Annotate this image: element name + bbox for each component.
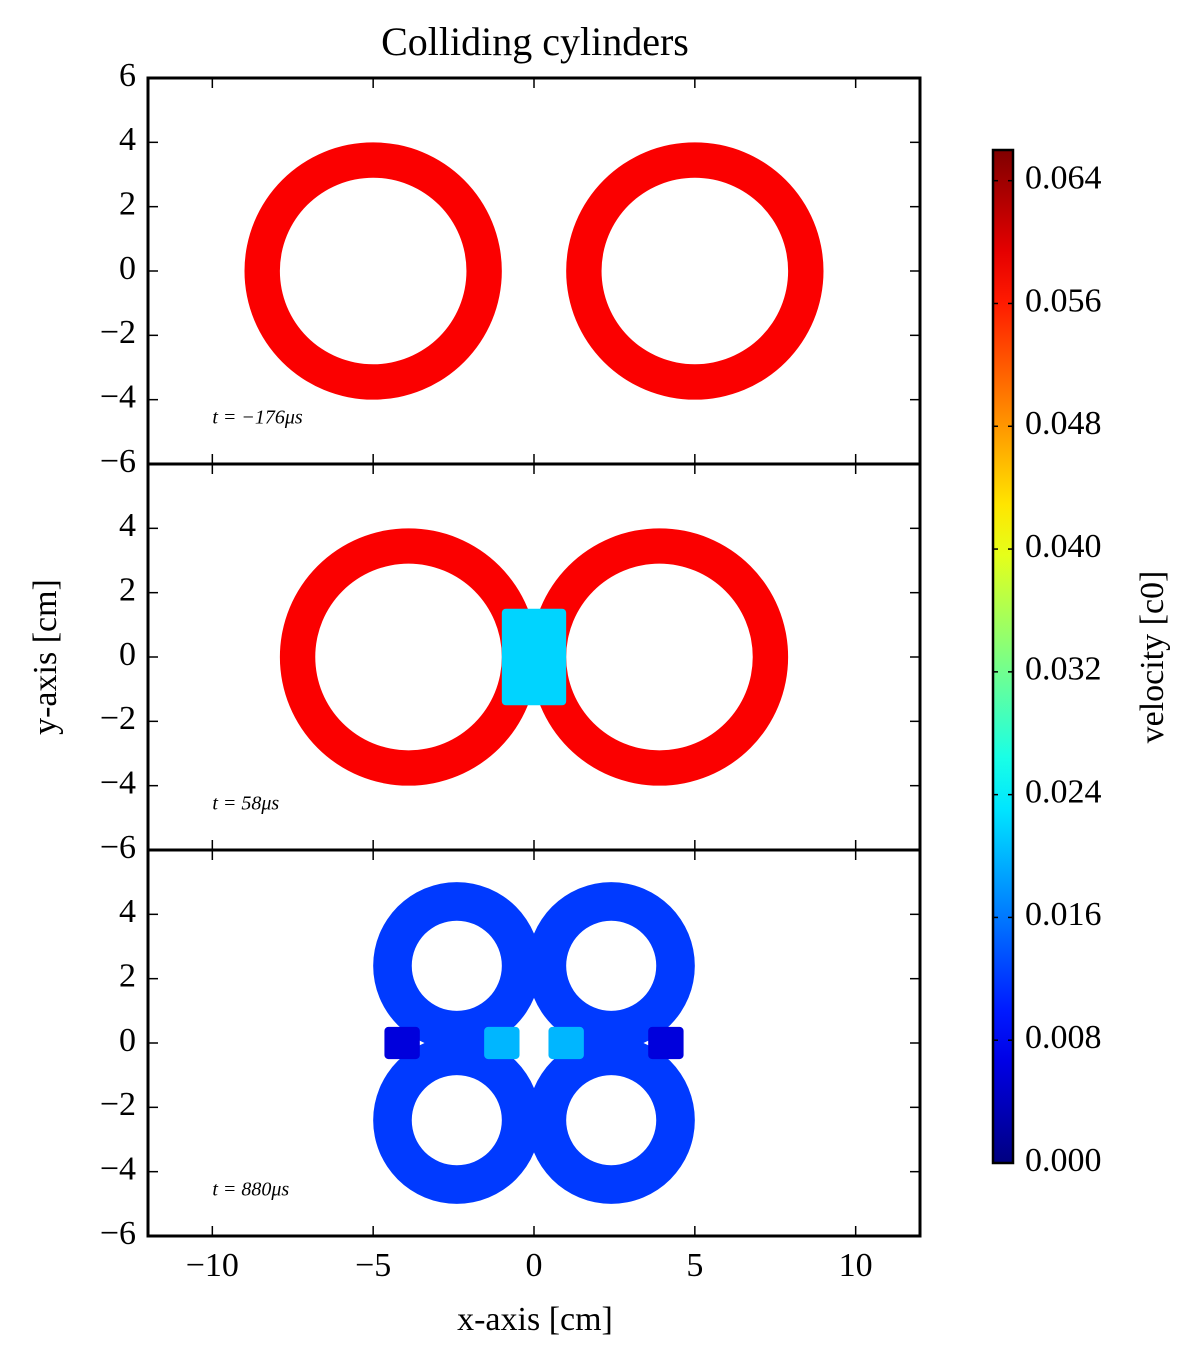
y-tick-label: 6 [119, 57, 136, 94]
colorbar-tick-label: 0.064 [1025, 159, 1102, 196]
y-tick-label: −6 [100, 443, 136, 480]
panel [373, 882, 695, 1204]
ring [373, 1036, 541, 1204]
y-tick-label: −2 [100, 1086, 136, 1123]
ring [244, 142, 502, 400]
ring [279, 528, 538, 786]
colorbar-tick-label: 0.056 [1025, 282, 1102, 319]
annotation: t = 880μs [212, 1179, 289, 1201]
colorbar-tick-label: 0.040 [1025, 528, 1102, 565]
x-tick-label: −10 [186, 1247, 239, 1284]
y-axis-label: y-axis [cm] [27, 579, 64, 735]
block [648, 1026, 684, 1060]
panel [279, 528, 789, 786]
ring [527, 1036, 695, 1204]
y-tick-label: −4 [100, 764, 136, 801]
figure-title: Colliding cylinders [381, 19, 689, 64]
annotation: t = −176μs [212, 407, 303, 429]
x-tick-label: −5 [355, 1247, 391, 1284]
colorbar-tick-label: 0.048 [1025, 405, 1102, 442]
colorbar-tick-label: 0.008 [1025, 1019, 1102, 1056]
y-tick-label: −6 [100, 829, 136, 866]
colorbar-tick-label: 0.024 [1025, 773, 1102, 810]
x-tick-label: 0 [526, 1247, 543, 1284]
ring [527, 882, 695, 1050]
x-tick-label: 5 [686, 1247, 703, 1284]
ring [566, 142, 824, 400]
annotation: t = 58μs [212, 793, 279, 815]
y-tick-label: 2 [119, 957, 136, 994]
y-tick-label: 2 [119, 185, 136, 222]
y-tick-label: 4 [119, 121, 136, 158]
ring [530, 528, 789, 786]
y-tick-label: 4 [119, 893, 136, 930]
block [484, 1026, 520, 1060]
block [548, 1026, 584, 1060]
y-tick-label: −2 [100, 314, 136, 351]
y-tick-label: −4 [100, 1150, 136, 1187]
y-tick-label: 0 [119, 636, 136, 673]
y-tick-label: 0 [119, 250, 136, 287]
y-tick-label: −2 [100, 700, 136, 737]
colorbar-tick-label: 0.032 [1025, 651, 1102, 688]
x-axis-label: x-axis [cm] [457, 1301, 613, 1338]
y-tick-label: −6 [100, 1215, 136, 1252]
y-tick-label: 4 [119, 507, 136, 544]
block [501, 608, 567, 706]
y-tick-label: 2 [119, 571, 136, 608]
y-tick-label: 0 [119, 1022, 136, 1059]
colorbar-tick-label: 0.000 [1025, 1142, 1102, 1179]
block [384, 1026, 420, 1060]
panel [244, 142, 824, 400]
ring [373, 882, 541, 1050]
colorbar-label: velocity [c0] [1134, 571, 1171, 744]
y-tick-label: −4 [100, 378, 136, 415]
colorbar-tick-label: 0.016 [1025, 896, 1102, 933]
colorbar [991, 148, 1015, 1165]
x-tick-label: 10 [839, 1247, 873, 1284]
